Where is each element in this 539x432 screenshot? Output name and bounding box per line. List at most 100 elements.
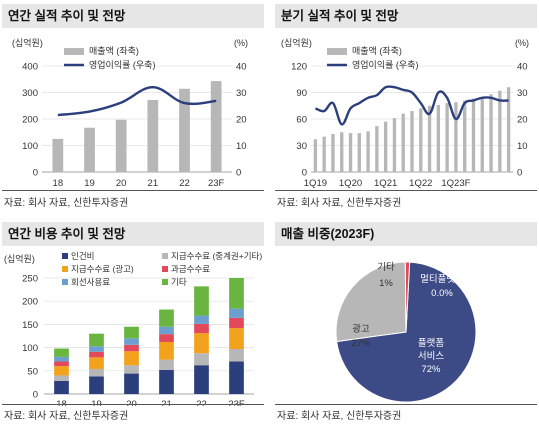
right-tick-label: 30 bbox=[236, 88, 247, 99]
operating-margin-line bbox=[314, 85, 509, 126]
divider bbox=[275, 190, 537, 191]
revenue-bar bbox=[410, 111, 414, 172]
revenue-bar bbox=[489, 94, 493, 172]
panel-title: 연간 비용 추이 및 전망 bbox=[2, 222, 264, 246]
x-tick-label: 1Q21 bbox=[374, 178, 397, 189]
stacked-bar-segment bbox=[229, 361, 244, 394]
revenue-bar bbox=[463, 100, 467, 172]
stacked-bar-segment bbox=[229, 317, 244, 329]
revenue-bar bbox=[427, 105, 432, 172]
legend-label: 지급수수료 (광고) bbox=[71, 264, 134, 274]
source-note: 자료: 회사 자료, 신한투자증권 bbox=[4, 411, 129, 422]
panel-title: 분기 실적 추이 및 전망 bbox=[275, 4, 537, 28]
revenue-bar bbox=[436, 104, 441, 172]
revenue-bar bbox=[498, 90, 502, 172]
divider bbox=[2, 404, 264, 405]
source-note: 자료: 회사 자료, 신한투자증권 bbox=[277, 198, 402, 209]
divider bbox=[275, 404, 537, 405]
revenue-bar bbox=[313, 139, 318, 172]
x-tick-label: 1Q22 bbox=[409, 178, 432, 189]
revenue-bar bbox=[454, 102, 458, 172]
stacked-bar-segment bbox=[194, 315, 209, 324]
legend-label: 영업이익률 (우축) bbox=[89, 59, 155, 70]
stacked-bar-segment bbox=[54, 381, 69, 394]
legend-label: 기타 bbox=[171, 277, 187, 287]
revenue-bar bbox=[375, 126, 379, 172]
stacked-bar-segment bbox=[89, 376, 104, 394]
right-axis-unit: (%) bbox=[234, 38, 248, 48]
left-tick-label: 200 bbox=[22, 297, 38, 308]
stacked-bar-segment bbox=[159, 309, 174, 327]
stacked-bar-segment bbox=[229, 348, 244, 362]
stacked-bar-segment bbox=[194, 365, 209, 394]
pie-value-label: 27% bbox=[351, 338, 371, 349]
legend-label: 회선사용료 bbox=[71, 277, 110, 287]
revenue-bar bbox=[322, 136, 326, 172]
stacked-bar-segment bbox=[89, 333, 104, 347]
stacked-bar-segment bbox=[159, 369, 174, 394]
right-tick-label: 10 bbox=[236, 141, 247, 152]
stacked-bar-segment bbox=[124, 326, 139, 339]
stacked-bar-segment bbox=[124, 373, 139, 394]
stacked-bar-segment bbox=[89, 357, 104, 369]
panel-title: 연간 실적 추이 및 전망 bbox=[2, 4, 264, 28]
revenue-bar bbox=[471, 98, 476, 172]
legend-swatch bbox=[62, 279, 68, 285]
legend-swatch bbox=[62, 253, 68, 259]
left-tick-label: 120 bbox=[291, 62, 307, 73]
revenue-bar bbox=[210, 81, 222, 172]
x-tick-label: 19 bbox=[91, 399, 102, 406]
left-tick-label: 60 bbox=[296, 115, 307, 126]
legend-label: 지급수수료 (중계권+기타) bbox=[171, 251, 262, 261]
stacked-bar-segment bbox=[124, 338, 139, 345]
divider bbox=[2, 190, 264, 191]
stacked-bar-segment bbox=[54, 348, 69, 357]
x-tick-label: 20 bbox=[116, 178, 127, 189]
right-axis-unit: (%) bbox=[515, 38, 529, 48]
revenue-bar bbox=[340, 132, 344, 172]
revenue-bar bbox=[84, 127, 95, 172]
right-tick-label: 0 bbox=[236, 168, 241, 179]
revenue-bar bbox=[179, 88, 190, 172]
pie-slice bbox=[335, 261, 407, 343]
revenue-mix-panel: 매출 비중(2023F) 플랫폼 서비스 72% 광고 27% 기타 1% 멀티플랫폼 0.0%… bbox=[275, 222, 537, 432]
legend-swatch bbox=[162, 266, 168, 272]
left-tick-label: 30 bbox=[296, 141, 307, 152]
right-tick-label: 0 bbox=[517, 168, 522, 179]
stacked-bar-segment bbox=[54, 356, 69, 362]
legend-swatch bbox=[62, 266, 68, 272]
stacked-bar-segment bbox=[194, 333, 209, 354]
stacked-bar-segment bbox=[89, 351, 104, 358]
stacked-bar-segment bbox=[159, 359, 174, 370]
pie-label: 광고 bbox=[352, 323, 370, 335]
x-tick-label: 18 bbox=[56, 399, 67, 406]
revenue-bar bbox=[383, 121, 388, 172]
stacked-bar-segment bbox=[229, 278, 244, 309]
stacked-bar-segment bbox=[54, 361, 69, 367]
stacked-bar-segment bbox=[159, 334, 174, 343]
left-tick-label: 0 bbox=[302, 168, 307, 179]
legend-swatch bbox=[162, 253, 168, 259]
pie-value-label: 0.0% bbox=[431, 288, 453, 299]
stacked-bar-segment bbox=[159, 326, 174, 335]
left-tick-label: 90 bbox=[296, 88, 307, 99]
left-tick-label: 50 bbox=[27, 366, 38, 377]
x-tick-label: 1Q19 bbox=[304, 178, 327, 189]
x-tick-label: 23F bbox=[208, 178, 225, 189]
stacked-bar-segment bbox=[194, 353, 209, 366]
legend-label: 매출액 (좌축) bbox=[352, 45, 402, 56]
annual-performance-chart: 0 100 200 300 400 0 10 20 30 40 (십억원) (%) 18 19 20 21 22… bbox=[12, 37, 248, 189]
quarterly-performance-panel: 분기 실적 추이 및 전망 0 30 60 90 120 0 10 20 30 40 (십억원) (%… bbox=[275, 4, 537, 214]
pie-value-label: 1% bbox=[379, 278, 393, 289]
right-tick-label: 40 bbox=[517, 62, 528, 73]
left-tick-label: 300 bbox=[22, 88, 38, 99]
x-tick-label: 18 bbox=[53, 178, 64, 189]
left-tick-label: 100 bbox=[22, 343, 38, 354]
stacked-bar-segment bbox=[229, 308, 244, 318]
annual-performance-panel: 연간 실적 추이 및 전망 0 100 200 300 400 0 10 20 30 40 (십억원… bbox=[2, 4, 264, 214]
revenue-bar bbox=[52, 138, 64, 172]
pie-label: 기타 bbox=[377, 262, 395, 273]
panel-title: 매출 비중(2023F) bbox=[275, 222, 537, 246]
quarterly-performance-chart: 0 30 60 90 120 0 10 20 30 40 (십억원) (%) 1Q19 1Q20 1Q21 1… bbox=[281, 37, 529, 189]
